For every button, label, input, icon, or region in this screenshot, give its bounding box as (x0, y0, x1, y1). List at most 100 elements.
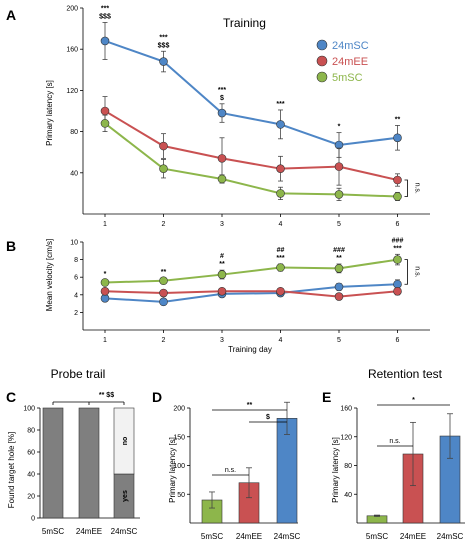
panel-a-title: Training (223, 16, 266, 30)
panel-a-24mee-point (159, 141, 168, 151)
panel-a-xtick-label: 4 (279, 221, 283, 228)
panel-a-24msc-point (393, 133, 402, 143)
panel-d-category-label: 5mSC (201, 532, 223, 541)
panel-c-category-label: 24mSC (111, 527, 138, 536)
panel-e-ytick-label: 80 (344, 463, 352, 470)
panel-a-ns-label: n.s. (414, 183, 421, 194)
panel-a-24mee-point (393, 175, 402, 185)
panel-a-xtick-label: 3 (220, 221, 224, 228)
panel-b-ylabel: Mean velocity [cm/s] (45, 239, 54, 311)
panel-a-5msc-point (159, 164, 168, 173)
legend-24msc-label: 24mSC (332, 40, 369, 52)
panel-e-retention-test: E Retention test Primary latency [s] 40 8… (322, 367, 465, 541)
panel-b-significance-label: ### (333, 247, 345, 254)
panel-b-xtick-label: 1 (103, 337, 107, 344)
panel-c-ytick-label: 60 (27, 450, 35, 457)
panel-d-category-label: 24mSC (274, 532, 301, 541)
panel-b-significance-label: *** (393, 245, 401, 252)
panel-a-24mee-point (334, 162, 344, 171)
panel-b-ns-label: n.s. (414, 266, 421, 277)
panel-e-ytick-label: 40 (344, 492, 352, 499)
panel-e-label: E (322, 389, 331, 405)
panel-a-5msc-point (276, 189, 285, 198)
panel-e-ytick-label: 120 (340, 434, 352, 441)
panel-c-bar-no (113, 407, 135, 475)
panel-e-ytick-label: 160 (340, 406, 352, 413)
panel-a-significance-label: * (338, 124, 341, 131)
panel-a-significance-label: ** (395, 116, 401, 123)
panel-b-xtick-label: 6 (396, 337, 400, 344)
panel-b-significance-label: *** (276, 255, 284, 262)
panel-c-title: Probe trail (51, 367, 106, 381)
panel-b-5msc-point (100, 278, 110, 287)
panel-b-ns-bracket (404, 259, 408, 285)
panel-b-24mee-point (100, 286, 110, 296)
panel-b-significance-label: ** (161, 269, 167, 276)
panel-b-ytick-label: 10 (70, 240, 78, 247)
legend-24msc-marker (316, 39, 328, 51)
panel-a-xtick-label: 6 (396, 221, 400, 228)
panel-b-ytick-label: 4 (74, 292, 78, 299)
panel-a-significance-label: $$$ (158, 42, 170, 49)
panel-a-significance-label: *** (276, 101, 284, 108)
panel-b-24msc-point (159, 297, 168, 307)
panel-a-ylabel: Primary latency [s] (45, 80, 54, 146)
panel-e-category-label: 5mSC (366, 532, 388, 541)
panel-b-significance-label: # (220, 253, 224, 260)
panel-c-ytick-label: 80 (27, 428, 35, 435)
panel-b-24msc-point (334, 282, 344, 292)
panel-a-label: A (6, 7, 16, 23)
legend-24mee-label: 24mEE (332, 56, 368, 68)
panel-a-significance-label: $$$ (99, 13, 111, 20)
panel-e-significance-label: * (412, 397, 415, 404)
panel-d-category-label: 24mEE (236, 532, 262, 541)
panel-c-bar-yes (78, 407, 100, 519)
panel-b-5msc-point (393, 255, 402, 264)
panel-a-xtick-label: 1 (103, 221, 107, 228)
legend-5msc-marker (316, 71, 328, 83)
panel-c-yes-label: yes (122, 490, 129, 502)
panel-b-significance-label: ### (392, 237, 404, 244)
panel-c-significance-bracket (52, 401, 125, 405)
panel-a-significance-label: *** (218, 87, 226, 94)
panel-c-significance-label: ** $$ (99, 392, 114, 399)
panel-c-category-label: 24mEE (76, 527, 102, 536)
panel-b-24mee-point (159, 288, 168, 298)
panel-a-ns-bracket (404, 179, 408, 197)
panel-b-24mee-point (334, 292, 344, 301)
panel-c-ytick-label: 100 (23, 406, 35, 413)
panel-e-category-label: 24mSC (437, 532, 464, 541)
panel-b-24mee-point (276, 286, 285, 296)
panel-c-category-label: 5mSC (42, 527, 64, 536)
panel-d-ytick-label: 100 (173, 463, 185, 470)
panel-d-ylabel: Primary latency [s] (168, 437, 177, 503)
panel-a-5msc-point (334, 190, 344, 199)
panel-a-5msc-point (217, 174, 227, 184)
panel-a-xtick-label: 5 (337, 221, 341, 228)
panel-d-significance-label: n.s. (225, 467, 236, 474)
panel-b-5msc-point (217, 270, 227, 279)
panel-c-bar-yes (42, 407, 64, 519)
panel-b-significance-label: ** (336, 255, 342, 262)
panel-b-xtick-label: 4 (279, 337, 283, 344)
panel-b-xtick-label: 5 (337, 337, 341, 344)
panel-b-5msc-point (276, 263, 285, 272)
legend-5msc-label: 5mSC (332, 72, 363, 84)
panel-a-significance-label: *** (159, 34, 167, 41)
panel-a-ytick-label: 200 (66, 6, 78, 13)
panel-a-5msc-point (393, 192, 402, 201)
panel-c-no-label: no (122, 437, 129, 446)
panel-c-probe-trail: C Probe trail Found target hole [%] 0 20 4… (6, 367, 140, 536)
panel-d-label: D (152, 389, 162, 405)
panel-a-significance-label: $ (220, 95, 224, 102)
panel-a-24mee-line (104, 110, 398, 181)
panel-d-significance-label: $ (266, 414, 270, 421)
panel-a-24mee-point (100, 106, 110, 116)
panel-a-xtick-label: 2 (162, 221, 166, 228)
panel-b-24msc-line (104, 283, 398, 303)
panel-d-primary-latency: D Primary latency [s] 50 100 150 200 5mSC 24m… (152, 389, 301, 541)
panel-d-ytick-label: 50 (177, 492, 185, 499)
panel-b-significance-label: ## (277, 247, 285, 254)
panel-b-mean-velocity: B Mean velocity [cm/s] Training day 2 4 6 8… (6, 237, 430, 354)
